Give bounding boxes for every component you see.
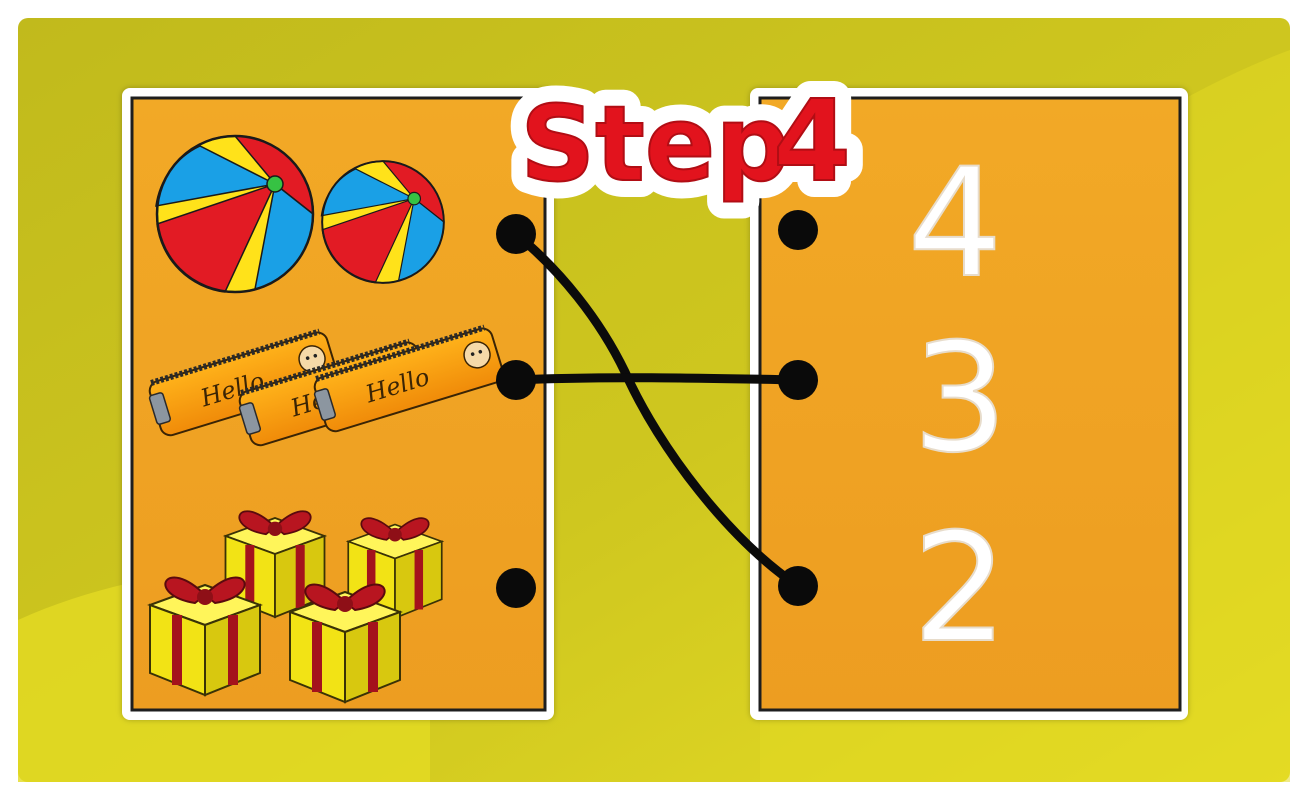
beach-ball bbox=[320, 160, 445, 284]
left-dot-balls[interactable] bbox=[496, 214, 536, 254]
title-number: 4 bbox=[773, 77, 851, 207]
pencil-case: Hello bbox=[313, 324, 505, 433]
beach-ball bbox=[155, 134, 315, 294]
title-outline: Step bbox=[520, 83, 790, 205]
gift-box bbox=[287, 583, 403, 704]
number-label: 2 bbox=[912, 502, 1007, 676]
right-panel bbox=[750, 88, 1188, 720]
gift-box-group bbox=[147, 510, 445, 704]
connection-lines bbox=[511, 229, 803, 591]
title-text: Step bbox=[520, 83, 790, 205]
right-dot-3[interactable] bbox=[778, 360, 818, 400]
connection-line bbox=[511, 373, 803, 385]
number-column: 4 3 2 bbox=[906, 136, 1008, 677]
step-title: Step 4 Step 4 bbox=[503, 60, 868, 224]
right-dot-2[interactable] bbox=[778, 566, 818, 606]
title-number-outline: 4 bbox=[773, 77, 851, 207]
right-dot-4[interactable] bbox=[778, 210, 818, 250]
left-dots bbox=[496, 214, 536, 608]
left-dot-gifts[interactable] bbox=[496, 568, 536, 608]
number-label: 3 bbox=[912, 312, 1007, 486]
number-label: 4 bbox=[907, 137, 1002, 311]
beach-ball-group bbox=[155, 134, 445, 294]
pencil-case-group: HelloHelloHello bbox=[148, 324, 505, 447]
gift-box bbox=[147, 576, 263, 697]
right-dots bbox=[778, 210, 818, 606]
left-dot-pencil-cases[interactable] bbox=[496, 360, 536, 400]
gift-box bbox=[222, 510, 328, 619]
